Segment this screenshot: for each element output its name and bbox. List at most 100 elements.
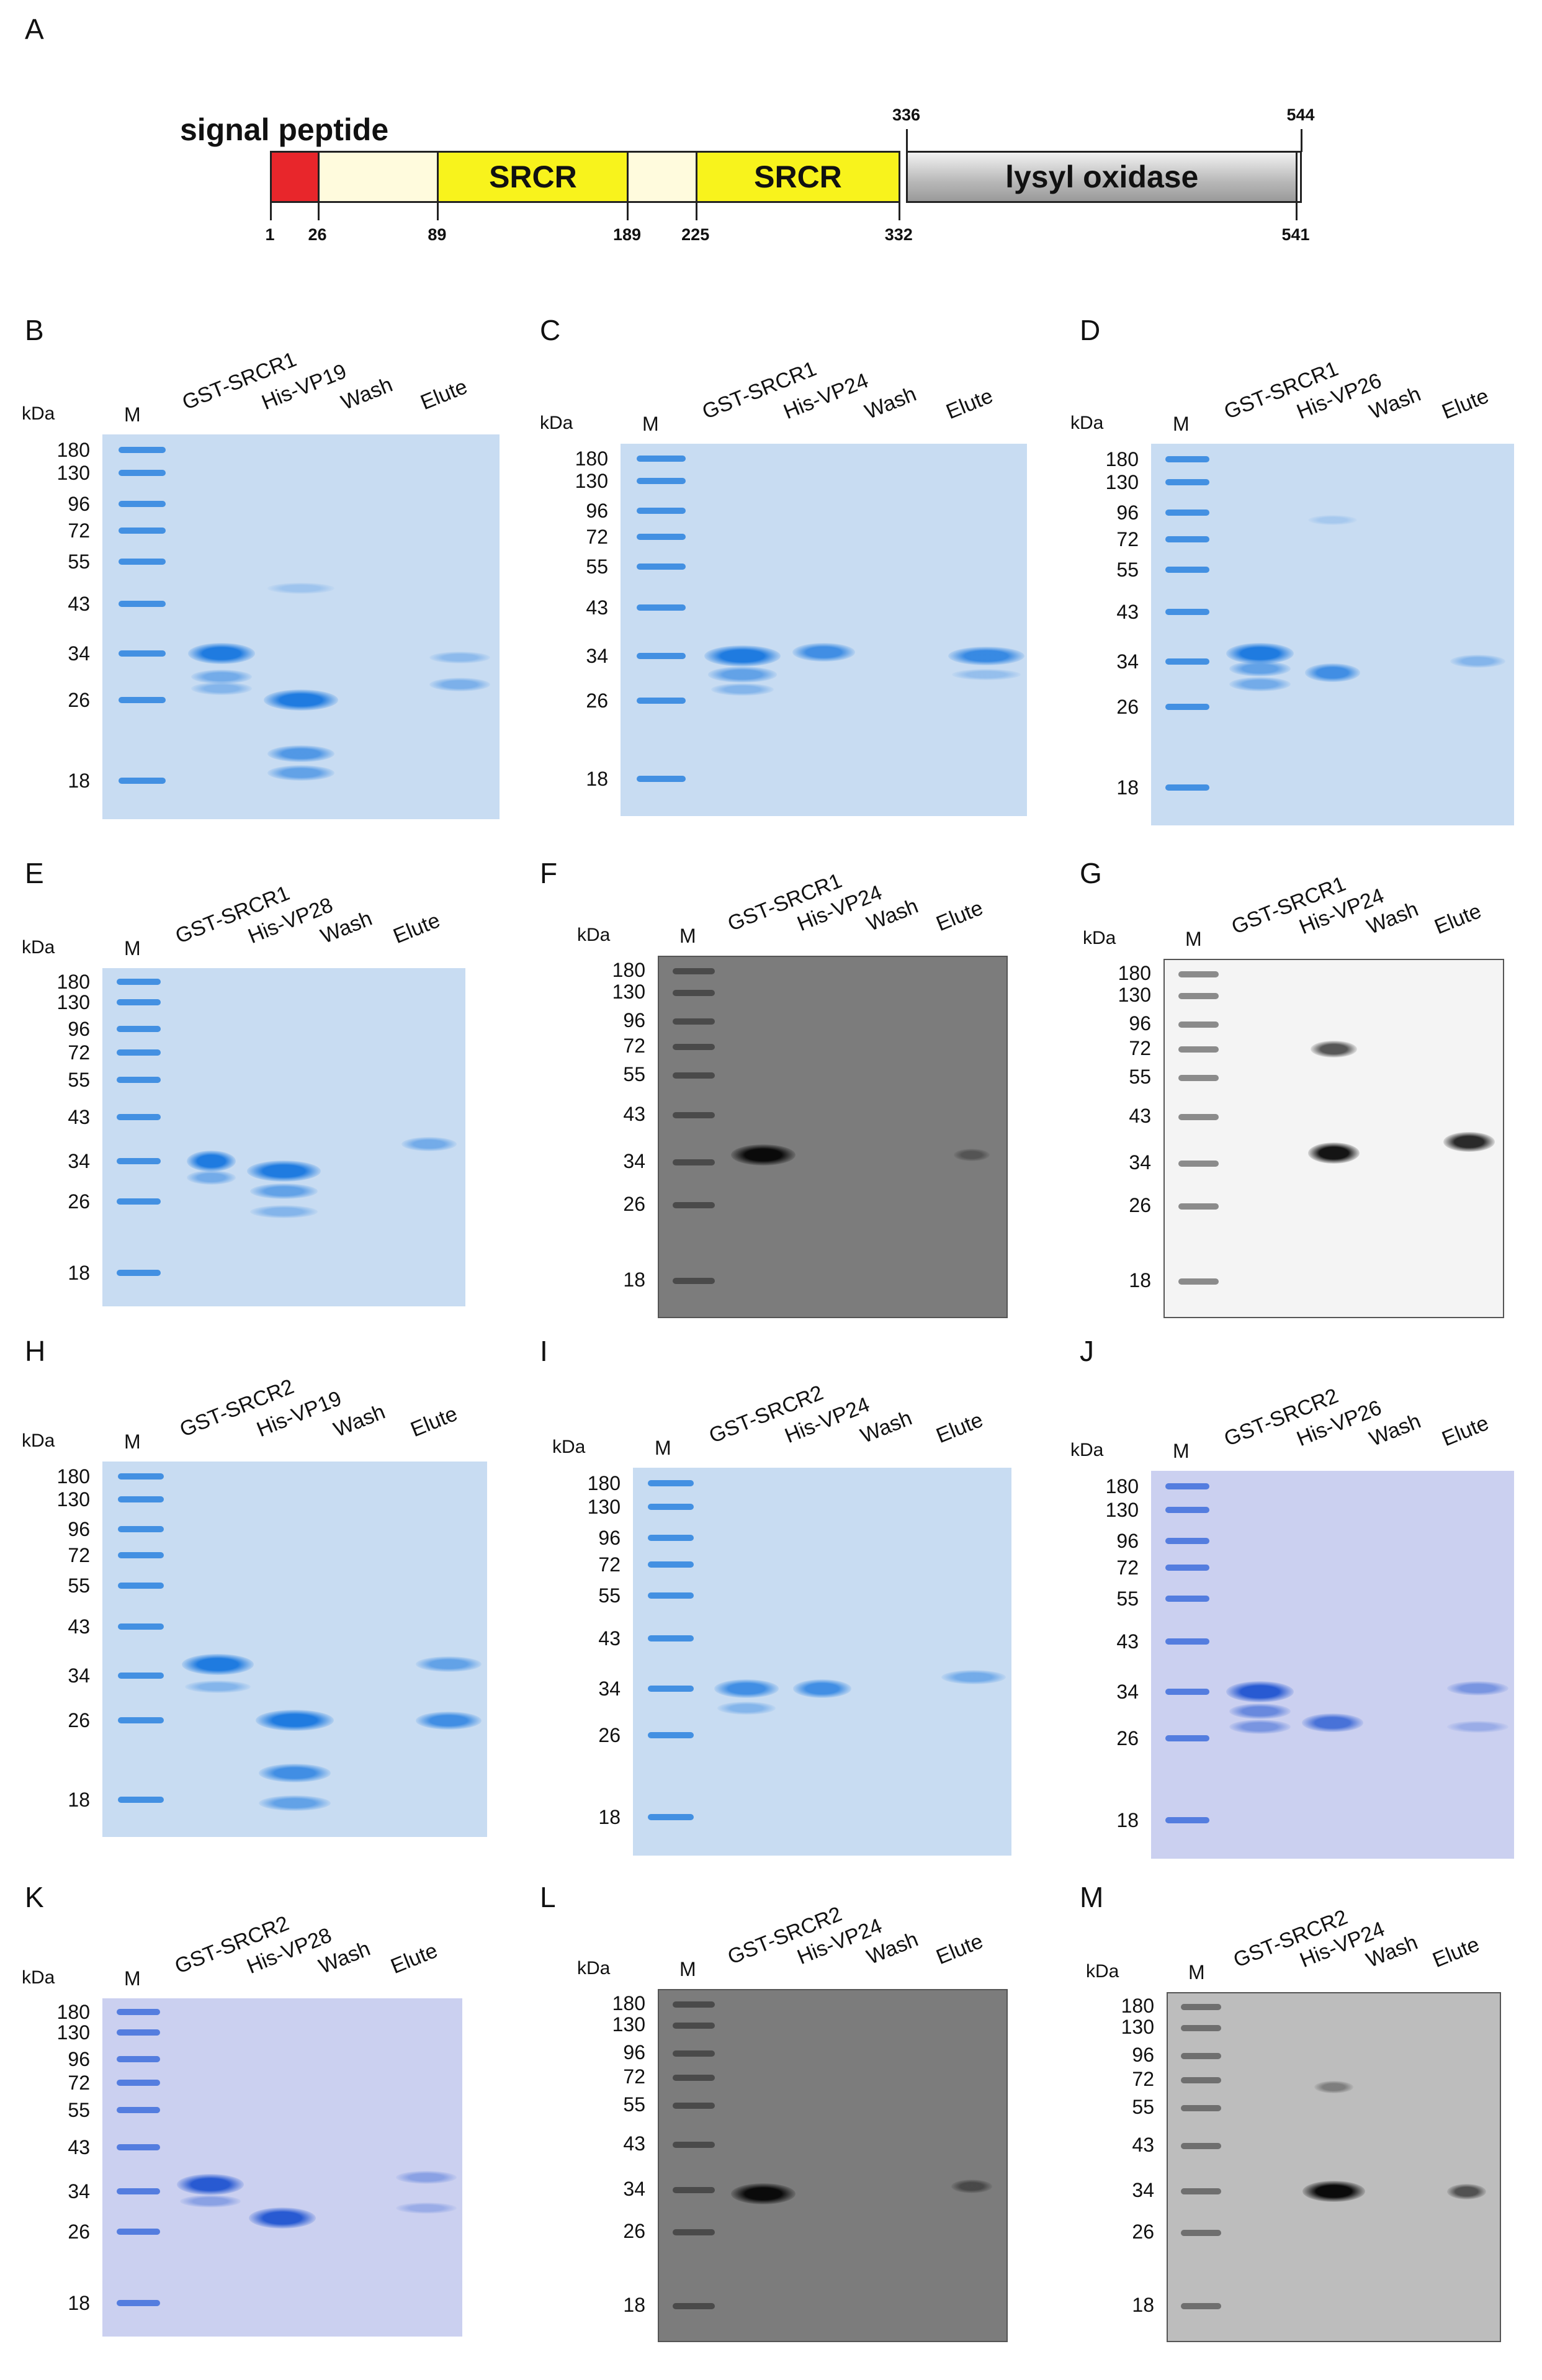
marker-lane-label: M [124,403,141,426]
position-label: 544 [1286,106,1315,124]
mw-marker-label: 72 [1132,2068,1154,2090]
kda-label: kDa [22,937,55,958]
panel-letter: E [25,857,44,889]
mw-marker-label: 72 [623,2065,645,2088]
ladder-band [673,2075,715,2081]
mw-marker-label: 180 [612,959,645,982]
position-label: 336 [892,106,920,124]
ladder-band [1165,566,1209,573]
ladder-band [648,1686,694,1692]
protein-band [249,1183,318,1200]
gel-image [621,444,1027,816]
mw-marker-label: 180 [56,438,90,461]
mw-marker-label: 130 [1105,470,1139,493]
mw-marker-label: 43 [623,1103,645,1126]
mw-marker-label: 34 [586,645,608,667]
ladder-band [1178,1074,1219,1081]
protein-band [191,681,252,695]
mw-marker-label: 55 [1129,1065,1151,1088]
ladder-band [1165,1816,1209,1823]
domain-segment [1296,151,1302,203]
ladder-band [117,1496,164,1502]
protein-band [1304,663,1361,682]
ladder-band [1181,2104,1221,2111]
protein-band [1301,1713,1364,1733]
mw-marker-label: 72 [68,1544,90,1567]
protein-band [429,678,490,691]
panel-letter: B [25,314,44,346]
protein-band [182,1653,254,1675]
ladder-band [637,604,686,611]
mw-marker-label: 26 [1116,696,1139,719]
ladder-band [1178,1203,1219,1210]
ladder-band [117,1198,161,1205]
signal-peptide-label: signal peptide [180,112,389,147]
panel-letter: G [1080,857,1102,889]
position-label: 26 [308,225,327,244]
ladder-band [1181,2004,1221,2011]
marker-lane-label: M [1173,413,1190,435]
lane-label: Elute [1438,384,1492,424]
ladder-band [673,2050,715,2057]
protein-band [1229,676,1291,691]
gel-image [1167,1992,1501,2342]
ladder-band [1165,784,1209,791]
kda-label: kDa [577,925,611,945]
ladder-band [117,2080,160,2086]
ladder-band [673,2022,715,2029]
protein-band [793,1679,851,1699]
protein-band [246,1161,321,1182]
mw-marker-label: 18 [68,770,90,792]
ladder-band [1178,1021,1219,1028]
mw-marker-label: 180 [1105,1475,1139,1498]
mw-marker-label: 96 [1129,1012,1151,1035]
protein-band [267,765,335,781]
ladder-band [637,776,686,782]
gel-image [658,956,1008,1318]
mw-marker-label: 34 [623,2178,645,2201]
domain-segment: lysyl oxidase [906,151,1298,203]
panel-letter: D [1080,314,1101,346]
mw-marker-label: 96 [1116,501,1139,524]
protein-band [1307,514,1358,526]
protein-band [191,670,252,685]
panel-letter: J [1080,1335,1094,1367]
mw-marker-label: 130 [56,990,90,1013]
position-tick [906,129,908,152]
ladder-band [673,1278,715,1284]
domain-diagram: A signal peptide SRCR SRCR lysyl oxidase 1… [0,0,1542,261]
protein-band [951,2180,993,2194]
lane-label: Elute [1438,1411,1492,1452]
protein-band [187,643,256,665]
mw-marker-label: 43 [68,1615,90,1638]
panel-letter: H [25,1335,46,1367]
kda-label: kDa [22,1967,55,1988]
mw-marker-label: 180 [56,2000,90,2023]
mw-marker-label: 96 [68,2048,90,2071]
ladder-band [673,1159,715,1165]
kda-label: kDa [540,413,573,433]
mw-marker-label: 43 [623,2132,645,2155]
protein-band [1446,1681,1509,1695]
protein-band [711,683,774,696]
protein-band [395,2171,457,2185]
protein-band [954,1149,990,1161]
ladder-band [1165,1638,1209,1645]
ladder-band [117,1049,161,1056]
protein-band [259,1764,331,1782]
domain-segment: SRCR [437,151,629,203]
ladder-band [673,1072,715,1079]
kda-label: kDa [1070,1440,1104,1460]
protein-band [1311,1041,1357,1058]
lane-label: Elute [387,1938,441,1979]
mw-marker-label: 34 [68,1664,90,1687]
gel-image [102,1998,462,2337]
gel-image [658,1989,1008,2342]
protein-band [416,1711,482,1730]
ladder-band [1165,536,1209,542]
protein-band [1443,1132,1495,1152]
ladder-band [648,1480,694,1486]
mw-marker-label: 18 [623,2293,645,2316]
mw-marker-label: 130 [1121,2016,1154,2038]
ladder-band [1165,658,1209,665]
